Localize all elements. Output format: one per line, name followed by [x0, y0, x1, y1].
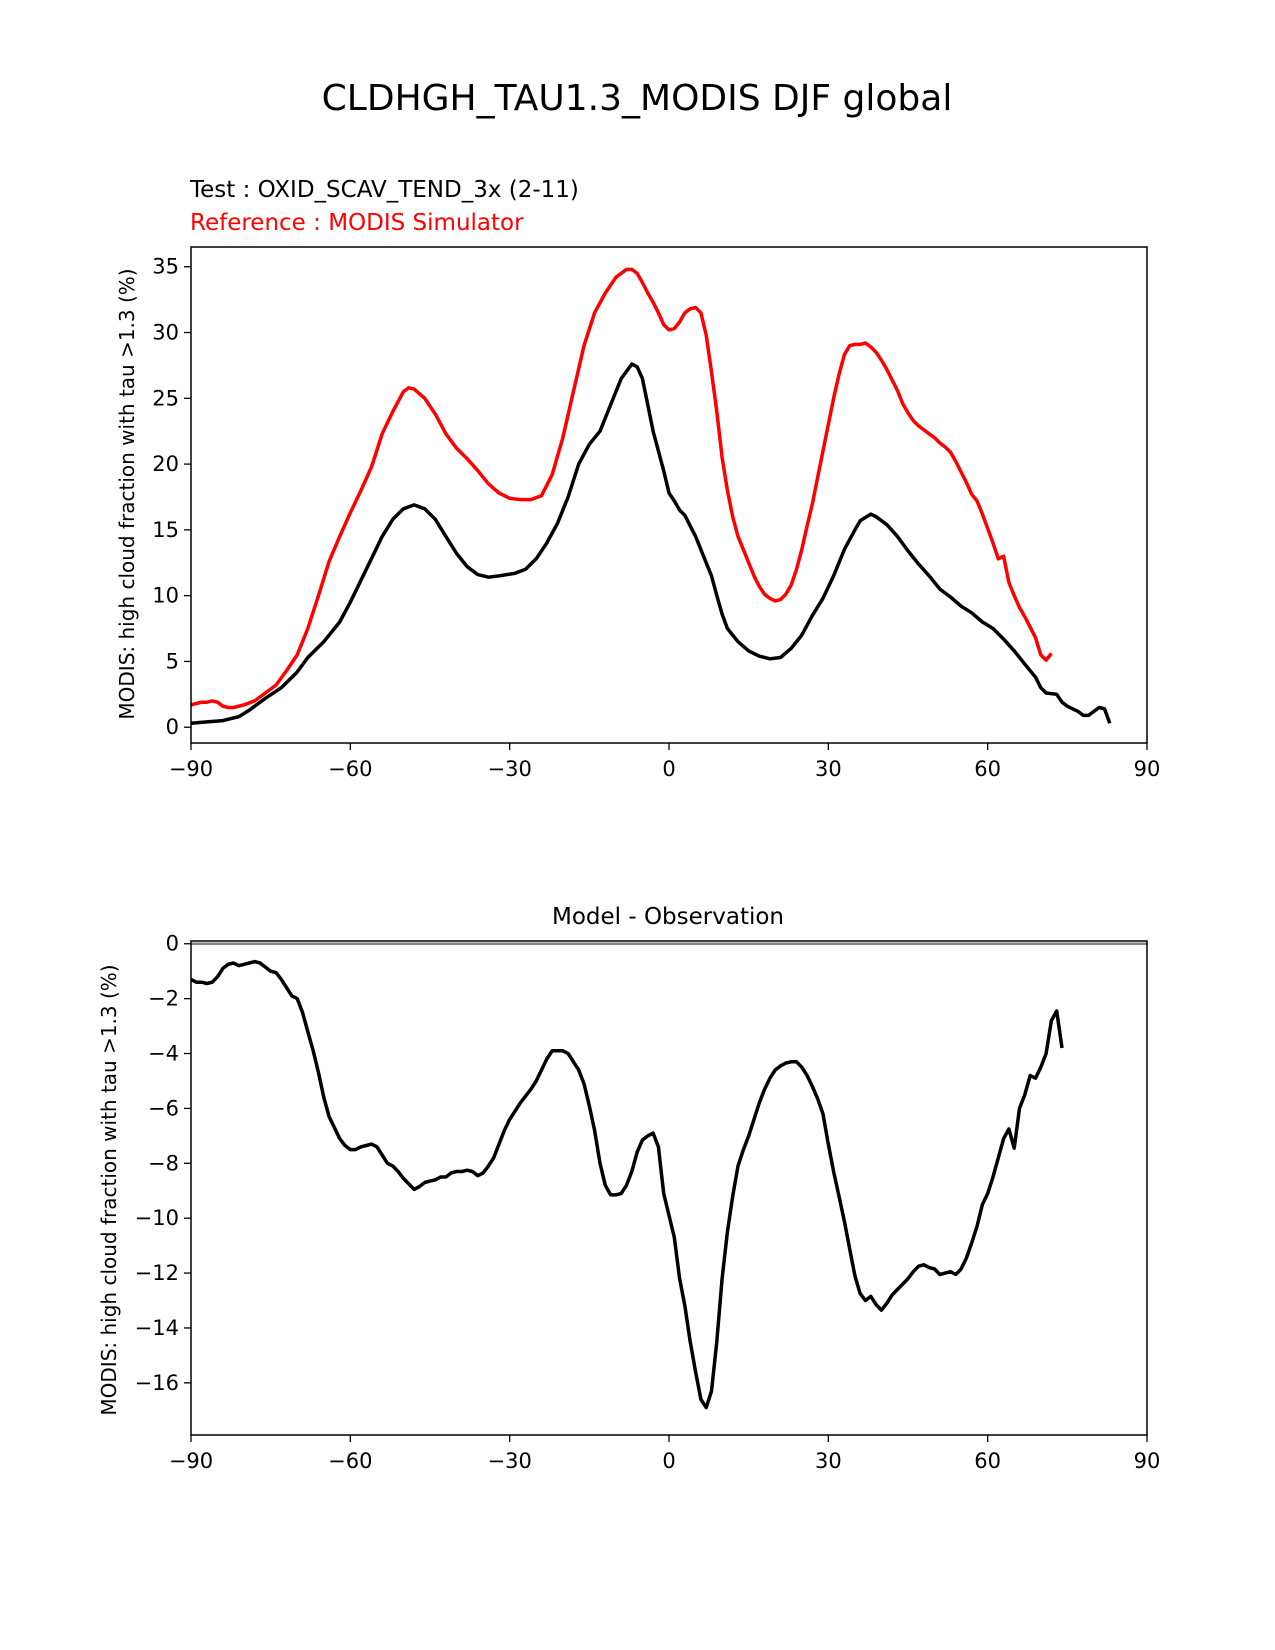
x-tick-label: −30	[488, 1449, 532, 1473]
y-tick-label: 30	[152, 321, 179, 345]
y-tick-label: −12	[135, 1261, 179, 1285]
y-tick-label: 25	[152, 386, 179, 410]
x-tick-label: 0	[662, 757, 675, 781]
test-label: Test : OXID_SCAV_TEND_3x (2-11)	[189, 177, 579, 203]
y-tick-label: −14	[135, 1316, 179, 1340]
bottom-y-ticks: 0 −2 −4 −6 −8 −10 −12 −14 −16	[135, 932, 191, 1395]
difference-series-line	[190, 959, 1064, 1410]
top-x-ticks: −90 −60 −30 0 30 60 90	[169, 743, 1161, 781]
top-axes: −90 −60 −30 0 30 60 90 0 5 10 15 20 25 30 35	[152, 246, 1161, 781]
x-tick-label: 60	[974, 1449, 1001, 1473]
figure-title: CLDHGH_TAU1.3_MODIS DJF global	[322, 78, 953, 119]
x-tick-label: −30	[488, 757, 532, 781]
x-tick-label: −60	[328, 1449, 372, 1473]
x-tick-label: 30	[815, 757, 842, 781]
bottom-ylabel: MODIS: high cloud fraction with tau >1.3…	[97, 964, 121, 1415]
top-y-ticks: 0 5 10 15 20 25 30 35	[152, 255, 191, 739]
x-tick-label: −90	[169, 1449, 213, 1473]
top-ylabel: MODIS: high cloud fraction with tau >1.3…	[115, 268, 139, 719]
bottom-axes-frame	[190, 940, 1148, 1436]
y-tick-label: 15	[152, 518, 179, 542]
x-tick-label: −90	[169, 757, 213, 781]
x-tick-label: 60	[974, 757, 1001, 781]
y-tick-label: 5	[166, 649, 179, 673]
bottom-x-ticks: −90 −60 −30 0 30 60 90	[169, 1435, 1161, 1473]
x-tick-label: 90	[1134, 757, 1161, 781]
x-tick-label: 30	[815, 1449, 842, 1473]
y-tick-label: −4	[148, 1042, 179, 1066]
y-tick-label: −10	[135, 1206, 179, 1230]
x-tick-label: 90	[1134, 1449, 1161, 1473]
top-series-lines	[190, 267, 1112, 726]
y-tick-label: −6	[148, 1096, 179, 1120]
bottom-series-lines	[190, 959, 1064, 1410]
y-tick-label: −2	[148, 987, 179, 1011]
y-tick-label: 20	[152, 452, 179, 476]
reference-series-line	[190, 267, 1053, 710]
y-tick-label: 35	[152, 255, 179, 279]
test-series-line	[190, 362, 1112, 726]
y-tick-label: 0	[166, 932, 179, 956]
bottom-panel-title: Model - Observation	[552, 904, 784, 930]
y-tick-label: 0	[166, 715, 179, 739]
reference-label: Reference : MODIS Simulator	[190, 210, 524, 236]
bottom-axes: −90 −60 −30 0 30 60 90 0 −2 −4 −6 −8 −10 −12 −14 −16	[135, 932, 1161, 1473]
top-axes-frame	[190, 246, 1148, 744]
x-tick-label: −60	[328, 757, 372, 781]
x-tick-label: 0	[662, 1449, 675, 1473]
y-tick-label: −8	[148, 1151, 179, 1175]
y-tick-label: 10	[152, 584, 179, 608]
y-tick-label: −16	[135, 1371, 179, 1395]
